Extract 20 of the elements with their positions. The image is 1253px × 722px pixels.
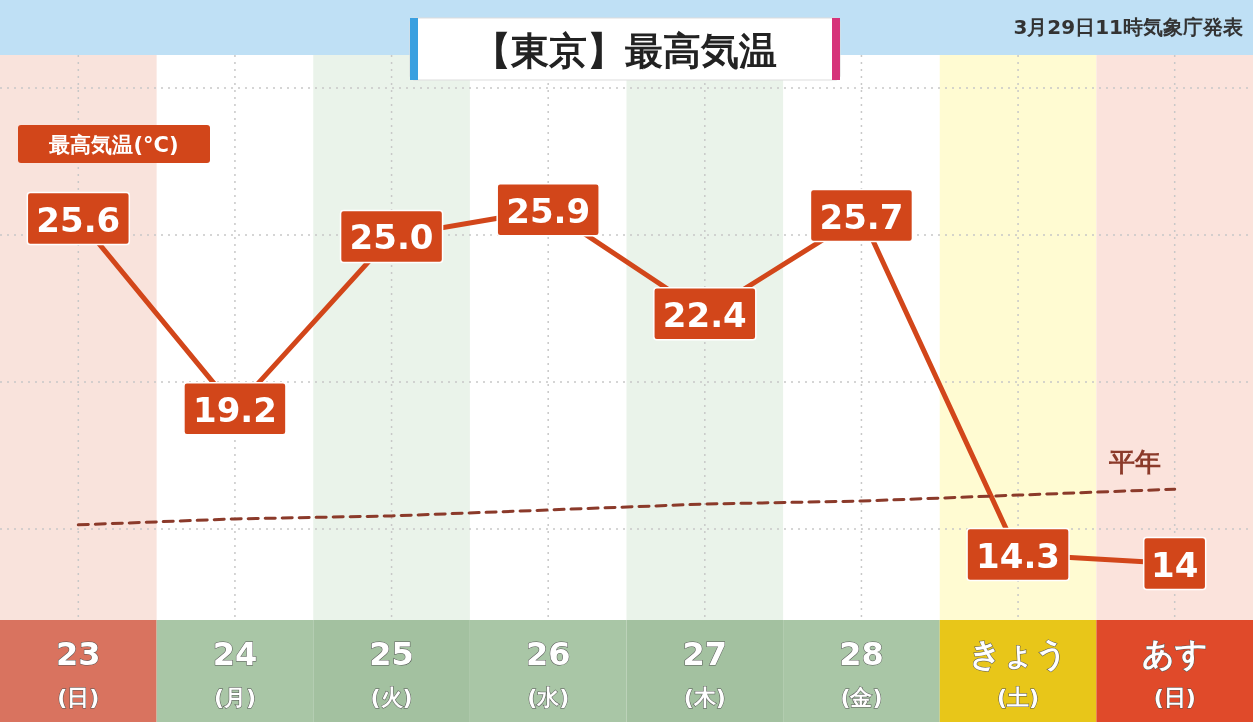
data-label: 14.3 (976, 535, 1061, 576)
x-tick-label: きょう (土) (968, 635, 1068, 710)
series-label: 平年 (1107, 447, 1161, 478)
x-tick-label: 25 (火) (369, 635, 414, 710)
data-label: 22.4 (662, 294, 747, 335)
x-tick-label: あす (日) (1141, 635, 1208, 710)
data-label: 19.2 (192, 389, 277, 430)
x-tick-label: 28 (金) (839, 635, 884, 710)
x-tick-label: 24 (月) (212, 635, 258, 710)
data-label: 25.0 (349, 217, 434, 258)
data-label: 25.7 (819, 196, 904, 237)
y-axis-title: 最高気温(°C) (48, 133, 179, 157)
chart-title: 【東京】最高気温 (473, 29, 777, 73)
x-tick-label: 27 (木) (682, 635, 728, 710)
x-tick-label: 26 (水) (525, 635, 571, 710)
data-label: 25.6 (36, 199, 121, 240)
data-label: 14 (1151, 544, 1199, 585)
text: 3月29日11時気象庁発表 (1013, 15, 1243, 39)
x-tick-label: 23 (日) (56, 635, 101, 710)
data-label: 25.9 (506, 190, 591, 231)
